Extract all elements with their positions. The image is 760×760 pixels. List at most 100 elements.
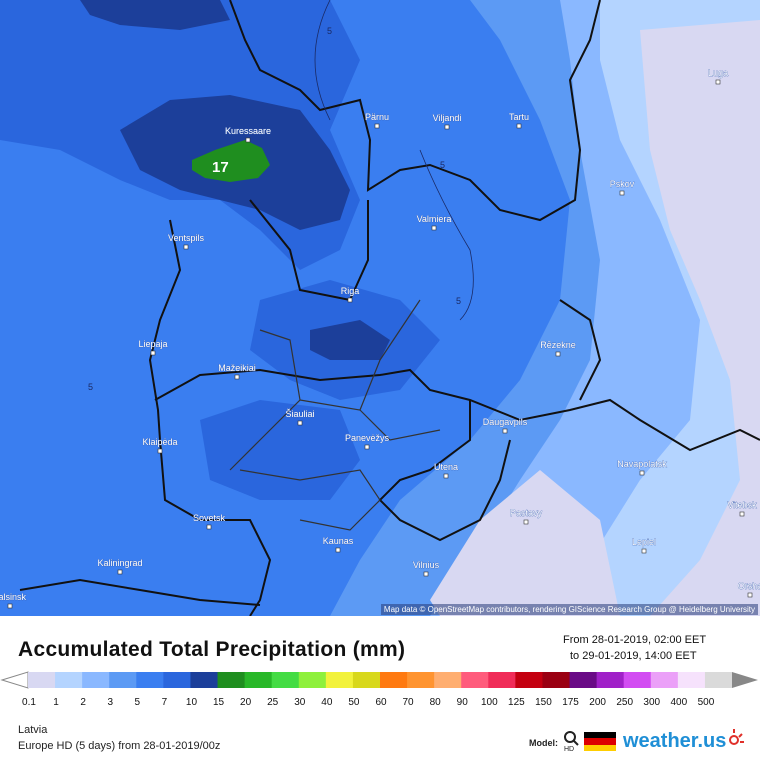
legend-tick-label: 500: [697, 697, 715, 708]
city-marker: [619, 190, 625, 196]
legend-swatch: [488, 672, 516, 688]
city-marker: [150, 350, 156, 356]
city-label: Pastavy: [510, 508, 543, 518]
precip-field-15mm: [192, 140, 270, 182]
city-marker: [555, 351, 561, 357]
city-marker: [747, 592, 753, 598]
city-marker: [7, 603, 13, 609]
admin-boundaries: [229, 299, 441, 531]
city-label: Luga: [708, 68, 728, 78]
city-label: Talsinsk: [0, 592, 27, 602]
city-marker: [715, 79, 721, 85]
legend-swatch: [55, 672, 83, 688]
legend-swatch: [163, 672, 191, 688]
city-markers: Kuressaare Pärnu Viljandi Tartu Luga Pskov Ven…: [0, 68, 760, 609]
city-marker: [364, 444, 370, 450]
precip-field-0.1mm-south: [430, 470, 620, 616]
legend-tick-label: 200: [589, 697, 606, 708]
city-marker: [502, 428, 508, 434]
lithuania-belarus-border: [378, 400, 511, 542]
legend-tick-label: 10: [185, 697, 198, 708]
legend-arrow-right: [732, 672, 758, 688]
color-legend: [0, 671, 758, 689]
city-label: Pärnu: [365, 112, 389, 122]
contour-label: 5: [88, 382, 93, 392]
legend-swatch: [380, 672, 408, 688]
city-marker: [234, 374, 240, 380]
city-label: Ventspils: [168, 233, 205, 243]
brand-logo[interactable]: weather.us: [623, 730, 727, 752]
legend-swatch: [325, 672, 354, 688]
city-label: Orsha: [738, 581, 760, 591]
legend-swatch: [434, 672, 462, 688]
legend-swatch: [461, 672, 489, 688]
legend-arrow-left: [0, 671, 29, 689]
city-label: Sovetsk: [193, 513, 226, 523]
city-label: Tartu: [509, 112, 529, 122]
city-label: Šiauliai: [285, 409, 314, 419]
legend-tick-label: 2: [80, 697, 86, 708]
city-label: Utena: [434, 462, 458, 472]
city-marker: [444, 124, 450, 130]
city-marker: [516, 123, 522, 129]
city-label: Vitebsk: [727, 500, 757, 510]
legend-tick-label: 300: [643, 697, 661, 708]
city-label: Kaunas: [323, 536, 354, 546]
legend-tick-label: 40: [321, 697, 333, 708]
legend-tick-label: 0.1: [22, 697, 36, 708]
legend-swatch: [271, 672, 300, 688]
city-label: Vilnius: [413, 560, 440, 570]
time-range-from: From 28-01-2019, 02:00 EET: [563, 634, 707, 646]
legend-swatch: [244, 672, 273, 688]
region-label: Latvia: [18, 724, 48, 736]
model-run-label: Europe HD (5 days) from 28-01-2019/00z: [18, 740, 221, 752]
city-label: Navapolatsk: [617, 459, 667, 469]
legend-tick-label: 90: [456, 697, 468, 708]
legend-swatch: [28, 672, 56, 688]
precip-field-7mm-lithuania: [200, 400, 360, 500]
precip-field-0.1mm: [640, 20, 760, 616]
city-marker: [117, 569, 123, 575]
legend-tick-label: 80: [429, 697, 441, 708]
gulf-of-riga-coast: [249, 199, 369, 302]
city-marker: [157, 448, 163, 454]
legend-tick-label: 400: [670, 697, 688, 708]
city-label: Klaipėda: [142, 437, 177, 447]
magnifier-hd-icon[interactable]: HD: [562, 730, 582, 752]
model-label: Model:: [529, 738, 558, 748]
city-label: Lepiel: [632, 537, 656, 547]
legend-swatch: [677, 672, 706, 688]
legend-tick-label: 60: [375, 697, 387, 708]
precipitation-map[interactable]: Kuressaare Pärnu Viljandi Tartu Luga Pskov Ven…: [0, 0, 760, 616]
city-label: Kaliningrad: [97, 558, 142, 568]
legend-tick-label: 15: [212, 697, 225, 708]
legend-tick-label: 5: [134, 697, 141, 708]
city-marker: [245, 137, 251, 143]
legend-swatch: [136, 672, 164, 688]
city-marker: [347, 297, 353, 303]
city-marker: [523, 519, 529, 525]
legend-tick-label: 175: [562, 697, 579, 708]
precip-field-10mm-north: [80, 0, 230, 30]
contour-label: 5: [440, 160, 445, 170]
legend-swatch: [109, 672, 137, 688]
estonia-border: [229, 0, 601, 222]
legend-swatch: [650, 672, 679, 688]
city-marker: [739, 511, 745, 517]
legend-tick-label: 50: [348, 697, 360, 708]
legend-swatch: [596, 672, 625, 688]
legend-swatch: [352, 672, 381, 688]
city-marker: [431, 225, 437, 231]
city-marker: [443, 473, 449, 479]
legend-swatch: [623, 672, 652, 688]
legend-swatch: [298, 672, 327, 688]
city-marker: [335, 547, 341, 553]
city-marker: [639, 470, 645, 476]
chart-title: Accumulated Total Precipitation (mm): [18, 638, 406, 661]
city-label: Pskov: [610, 179, 635, 189]
legend-tick-label: 150: [535, 697, 552, 708]
map-attribution: Map data © OpenStreetMap contributors, r…: [380, 604, 758, 615]
city-label: Riga: [341, 286, 360, 296]
time-range-to: to 29-01-2019, 14:00 EET: [570, 650, 697, 662]
sun-icon: [729, 729, 744, 745]
